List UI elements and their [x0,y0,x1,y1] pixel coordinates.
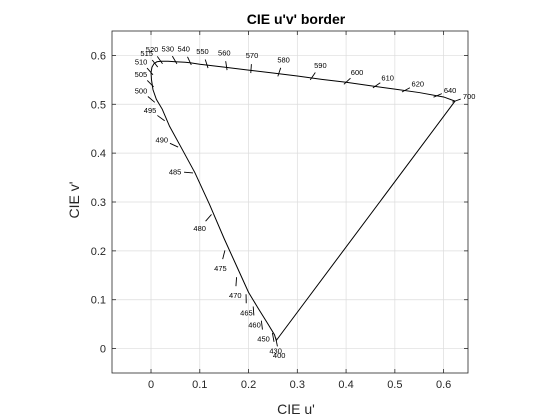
wavelength-label-640: 640 [444,86,457,95]
wavelength-tick-610 [372,82,381,89]
wavelength-label-475: 475 [214,264,227,273]
wavelength-label-560: 560 [218,48,231,57]
wavelength-tick-500 [147,96,156,103]
wavelength-tick-475 [222,250,226,260]
wavelength-tick-600 [343,77,351,85]
wavelength-tick-450 [260,320,263,330]
wavelength-tick-470 [235,277,238,287]
wavelength-tick-460 [252,306,255,316]
wavelength-tick-590 [309,72,316,81]
wavelength-tick-550 [204,59,209,69]
wavelength-tick-430 [271,332,275,342]
wavelength-label-490: 490 [156,135,169,144]
wavelength-label-515: 515 [140,49,153,58]
wavelength-tick-700 [452,98,461,103]
wavelength-label-480: 480 [193,224,206,233]
x-tick-label: 0.3 [290,379,305,391]
wavelength-label-550: 550 [196,47,209,56]
wavelength-label-470: 470 [229,291,242,300]
x-tick-label: 0.6 [436,379,451,391]
wavelength-tick-495 [157,115,165,122]
chart-title: CIE u'v' border [247,11,346,27]
wavelength-tick-560 [225,61,228,71]
wavelength-label-450: 450 [257,335,270,344]
wavelength-label-495: 495 [144,106,157,115]
wavelength-tick-515 [151,59,159,68]
wavelength-label-700: 700 [463,92,476,101]
wavelength-label-530: 530 [162,44,175,53]
wavelength-tick-570 [250,64,252,74]
wavelength-label-485: 485 [169,167,182,176]
y-axis-label: CIE v' [66,182,82,219]
x-tick-label: 0 [148,379,154,391]
y-tick-label: 0 [100,344,106,356]
axis-ticks: 0 0.1 0.2 0.3 0.4 0.5 0.6 0 0.1 0.2 0.3 0.4 0.5 0.6 [91,31,468,391]
wavelength-tick-505 [146,80,154,88]
wavelength-label-610: 610 [381,74,394,83]
x-tick-label: 0.1 [192,379,207,391]
wavelength-tick-490 [169,142,179,148]
y-tick-label: 0.3 [91,197,106,209]
x-tick-label: 0.4 [338,379,353,391]
wavelength-tick-400 [275,337,278,347]
wavelength-tick-510 [146,67,154,76]
y-tick-label: 0.5 [91,99,106,111]
wavelength-label-465: 465 [240,308,253,317]
wavelength-label-400: 400 [273,351,286,360]
wavelength-label-500: 500 [135,87,148,96]
y-tick-label: 0.1 [91,295,106,307]
wavelength-label-460: 460 [248,320,261,329]
wavelength-label-570: 570 [246,51,259,60]
wavelength-label-510: 510 [135,57,148,66]
y-tick-label: 0.2 [91,246,106,258]
wavelength-label-590: 590 [314,61,327,70]
y-tick-label: 0.6 [91,50,106,62]
x-tick-label: 0.5 [387,379,402,391]
wavelength-tick-540 [187,56,192,66]
wavelength-tick-640 [433,93,443,98]
wavelength-label-430: 430 [269,347,282,356]
wavelength-label-600: 600 [351,68,364,77]
x-tick-label: 0.2 [241,379,256,391]
wavelength-label-580: 580 [277,55,290,64]
wavelength-label-505: 505 [135,70,148,79]
wavelength-tick-480 [205,214,212,222]
wavelength-tick-485 [184,171,194,174]
y-tick-label: 0.4 [91,148,106,160]
wavelength-tick-580 [277,67,282,77]
grid [112,31,468,373]
wavelength-label-540: 540 [177,45,190,54]
wavelength-tick-520 [156,56,163,64]
wavelength-tick-530 [171,55,178,65]
wavelength-tick-620 [401,87,411,93]
wavelength-label-620: 620 [412,79,425,88]
x-axis-label: CIE u' [277,401,315,417]
wavelength-label-520: 520 [146,45,159,54]
